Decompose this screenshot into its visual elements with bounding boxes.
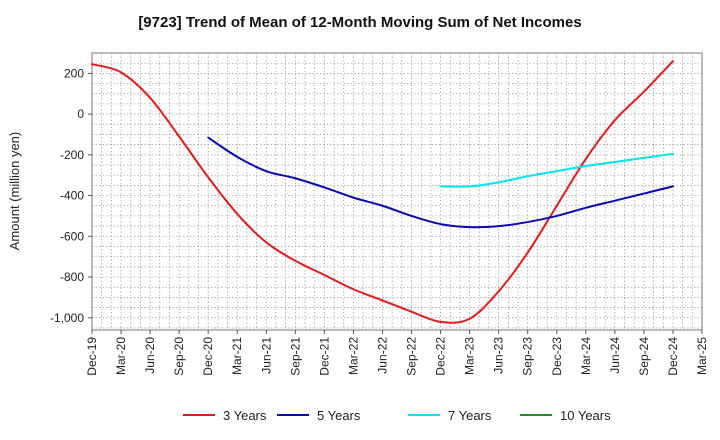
y-tick-label: -400 [60,189,84,203]
x-tick-label: Dec-21 [317,337,331,376]
x-tick-label: Dec-23 [550,337,564,376]
series-lines [91,60,674,324]
x-tick-label: Mar-20 [114,337,128,375]
x-tick-label: Mar-24 [579,337,593,375]
y-tick-label: -800 [60,270,84,284]
y-tick-label: 0 [77,107,84,121]
grid-lines [91,52,702,330]
x-tick-label: Jun-22 [375,337,389,374]
x-tick-label: Dec-22 [434,337,448,376]
x-tick-label: Jun-24 [608,337,622,374]
x-tick-label: Jun-20 [143,337,157,374]
x-tick-label: Mar-21 [230,337,244,375]
x-tick-label: Jun-23 [492,337,506,374]
x-axis-ticks: Dec-19 Mar-20 Jun-20 Sep-20 Dec-20 Mar-21 Jun-… [85,330,709,376]
y-tick-label: -1,000 [50,311,84,325]
y-axis-label: Amount (million yen) [7,132,22,251]
x-tick-label: Mar-22 [346,337,360,375]
legend-label: 10 Years [560,408,611,423]
x-tick-label: Sep-22 [405,337,419,376]
x-tick-label: Mar-23 [463,337,477,375]
x-tick-label: Mar-25 [695,337,709,375]
series-line-5-years [207,136,674,229]
y-tick-label: 200 [64,66,84,80]
legend-label: 3 Years [223,408,267,423]
series-line-3-years [91,60,674,324]
x-tick-label: Sep-24 [637,337,651,376]
plot-area-frame [91,52,703,331]
legend-label: 5 Years [317,408,361,423]
y-tick-label: -600 [60,229,84,243]
x-tick-label: Dec-24 [666,337,680,376]
x-tick-label: Sep-23 [521,337,535,376]
y-tick-label: -200 [60,148,84,162]
x-tick-label: Jun-21 [259,337,273,374]
legend: 3 Years 5 Years 7 Years 10 Years [183,408,611,423]
x-tick-label: Dec-20 [201,337,215,376]
legend-label: 7 Years [448,408,492,423]
x-tick-label: Sep-21 [288,337,302,376]
x-tick-label: Sep-20 [172,337,186,376]
chart-title: [9723] Trend of Mean of 12-Month Moving … [138,14,582,31]
y-axis-ticks: 200 0 -200 -400 -600 -800 -1,000 [50,66,92,325]
x-tick-label: Dec-19 [85,337,99,376]
series-line-7-years [439,152,674,188]
